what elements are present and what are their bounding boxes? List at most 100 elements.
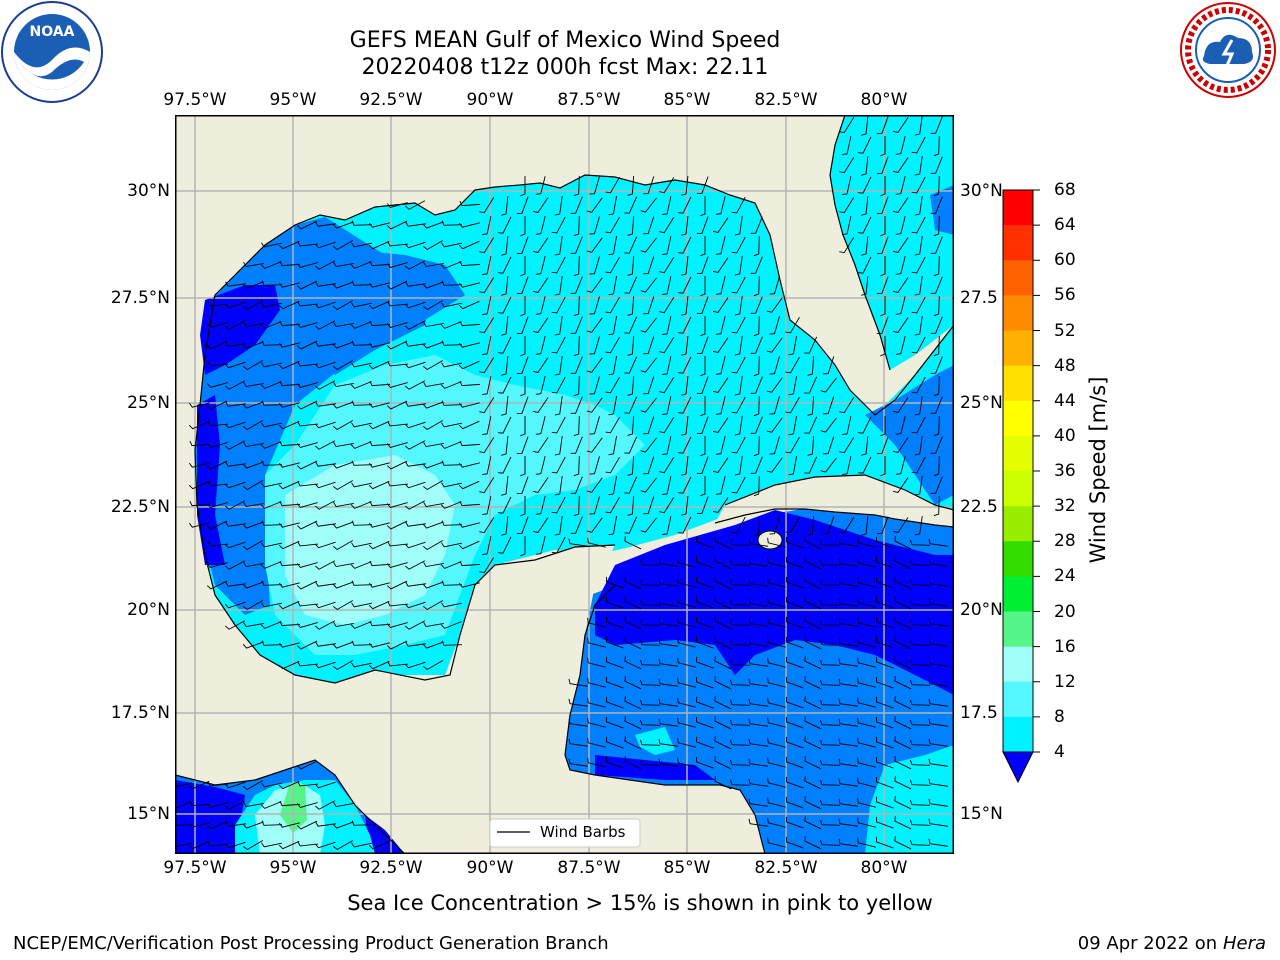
wind-barb-icon — [423, 660, 444, 671]
wind-barb-icon — [351, 482, 372, 488]
wind-barb-icon — [315, 221, 336, 227]
colorbar-cell — [1003, 225, 1033, 261]
wind-barb-icon — [573, 455, 580, 477]
wind-barb-icon — [520, 256, 526, 277]
wind-barb-icon — [930, 236, 943, 254]
wind-barb-icon — [838, 598, 858, 607]
wind-barb-icon — [624, 696, 642, 710]
wind-barb-icon — [243, 600, 264, 611]
wind-barb-icon — [895, 136, 906, 155]
wind-barb-icon — [189, 822, 210, 828]
wind-barb-icon — [333, 540, 354, 551]
wind-barb-icon — [731, 476, 746, 494]
wind-barb-icon — [627, 295, 635, 316]
wind-barb-icon — [224, 800, 246, 810]
wind-barb-icon — [861, 156, 869, 176]
wind-barb-icon — [605, 336, 620, 354]
wind-barb-icon — [404, 380, 426, 390]
lon-label-bottom: 90°W — [466, 858, 514, 878]
wind-barb-icon — [914, 196, 923, 216]
wind-barb-icon — [570, 356, 583, 374]
wind-barb-icon — [242, 281, 264, 289]
wind-barb-icon — [857, 797, 876, 808]
lon-label-top: 97.5°W — [163, 90, 227, 110]
wind-barb-icon — [914, 436, 923, 456]
wind-barb-icon — [242, 461, 264, 469]
wind-barb-icon — [769, 356, 780, 375]
wind-barb-icon — [554, 236, 563, 256]
wind-barb-icon — [681, 376, 689, 396]
wind-barb-icon — [914, 236, 923, 256]
wind-barb-icon — [422, 641, 444, 649]
lon-label-bottom: 92.5°W — [359, 858, 423, 878]
wind-barb-icon — [351, 242, 372, 248]
wind-barb-icon — [532, 517, 549, 533]
wind-barb-icon — [332, 641, 354, 649]
wind-barb-icon — [314, 560, 336, 570]
wind-barb-icon — [405, 221, 426, 227]
wind-barb-icon — [605, 216, 620, 234]
wind-barb-icon — [857, 817, 876, 828]
wind-barb-icon — [551, 216, 566, 234]
wind-barb-icon — [819, 659, 841, 666]
wind-barb-icon — [479, 397, 495, 414]
wind-barb-icon — [659, 417, 675, 434]
wind-barb-icon — [279, 320, 301, 327]
wind-barb-icon — [659, 217, 675, 234]
wind-barb-icon — [681, 216, 689, 236]
colorbar-extend-arrow — [1002, 751, 1034, 784]
wind-barb-icon — [405, 641, 426, 647]
wind-barb-icon — [225, 821, 246, 827]
wind-barb-icon — [243, 540, 264, 551]
wind-barb-icon — [175, 842, 192, 848]
lat-label-right: 30°N — [960, 181, 1003, 201]
wind-barb-icon — [928, 698, 948, 707]
wind-barb-icon — [695, 596, 714, 609]
wind-barb-icon — [696, 376, 709, 395]
wind-barb-icon — [261, 280, 283, 286]
wind-barb-icon — [785, 816, 804, 829]
wind-barb-icon — [459, 342, 480, 348]
wind-barb-icon — [351, 280, 373, 286]
wind-barb-icon — [498, 336, 512, 354]
footer-date-text: 09 Apr 2022 on — [1077, 933, 1223, 954]
wind-barb-icon — [501, 476, 509, 496]
wind-barb-icon — [839, 397, 855, 414]
wind-barb-icon — [643, 296, 655, 315]
wind-barb-icon — [839, 157, 855, 174]
wind-barb-icon — [804, 716, 822, 730]
wind-barb-icon — [880, 416, 886, 437]
wind-barb-icon — [892, 477, 909, 493]
wind-barb-icon — [928, 718, 948, 727]
wind-barb-icon — [482, 416, 492, 436]
wind-barb-icon — [243, 442, 264, 448]
wind-barb-icon — [261, 520, 283, 526]
wind-barb-icon — [624, 276, 638, 294]
wind-barb-icon — [296, 322, 318, 328]
wind-barb-icon — [351, 820, 373, 826]
wind-barb-icon — [405, 401, 426, 407]
wind-barb-icon — [643, 176, 655, 195]
wind-barb-icon — [279, 402, 300, 408]
wind-barb-icon — [405, 581, 426, 587]
wind-zone-below-4 — [175, 780, 245, 854]
wind-barb-icon — [242, 341, 264, 349]
wind-barb-icon — [909, 579, 931, 586]
wind-barb-icon — [823, 396, 835, 415]
wind-barb-icon — [677, 597, 696, 608]
wind-barb-icon — [351, 640, 373, 646]
wind-barb-icon — [696, 216, 709, 235]
wind-barb-icon — [712, 297, 729, 313]
wind-barb-icon — [405, 281, 426, 287]
wind-barb-icon — [405, 341, 426, 347]
wind-zone-8-12 — [865, 745, 954, 854]
wind-barb-icon — [677, 557, 696, 568]
wind-barb-icon — [729, 759, 751, 766]
wind-barb-icon — [785, 536, 804, 549]
wind-barb-icon — [734, 416, 743, 436]
wind-barb-icon — [678, 356, 692, 374]
wind-barb-icon — [627, 375, 635, 396]
wind-barb-icon — [842, 216, 852, 236]
wind-barb-icon — [892, 437, 909, 453]
colorbar-cell — [1003, 716, 1033, 753]
